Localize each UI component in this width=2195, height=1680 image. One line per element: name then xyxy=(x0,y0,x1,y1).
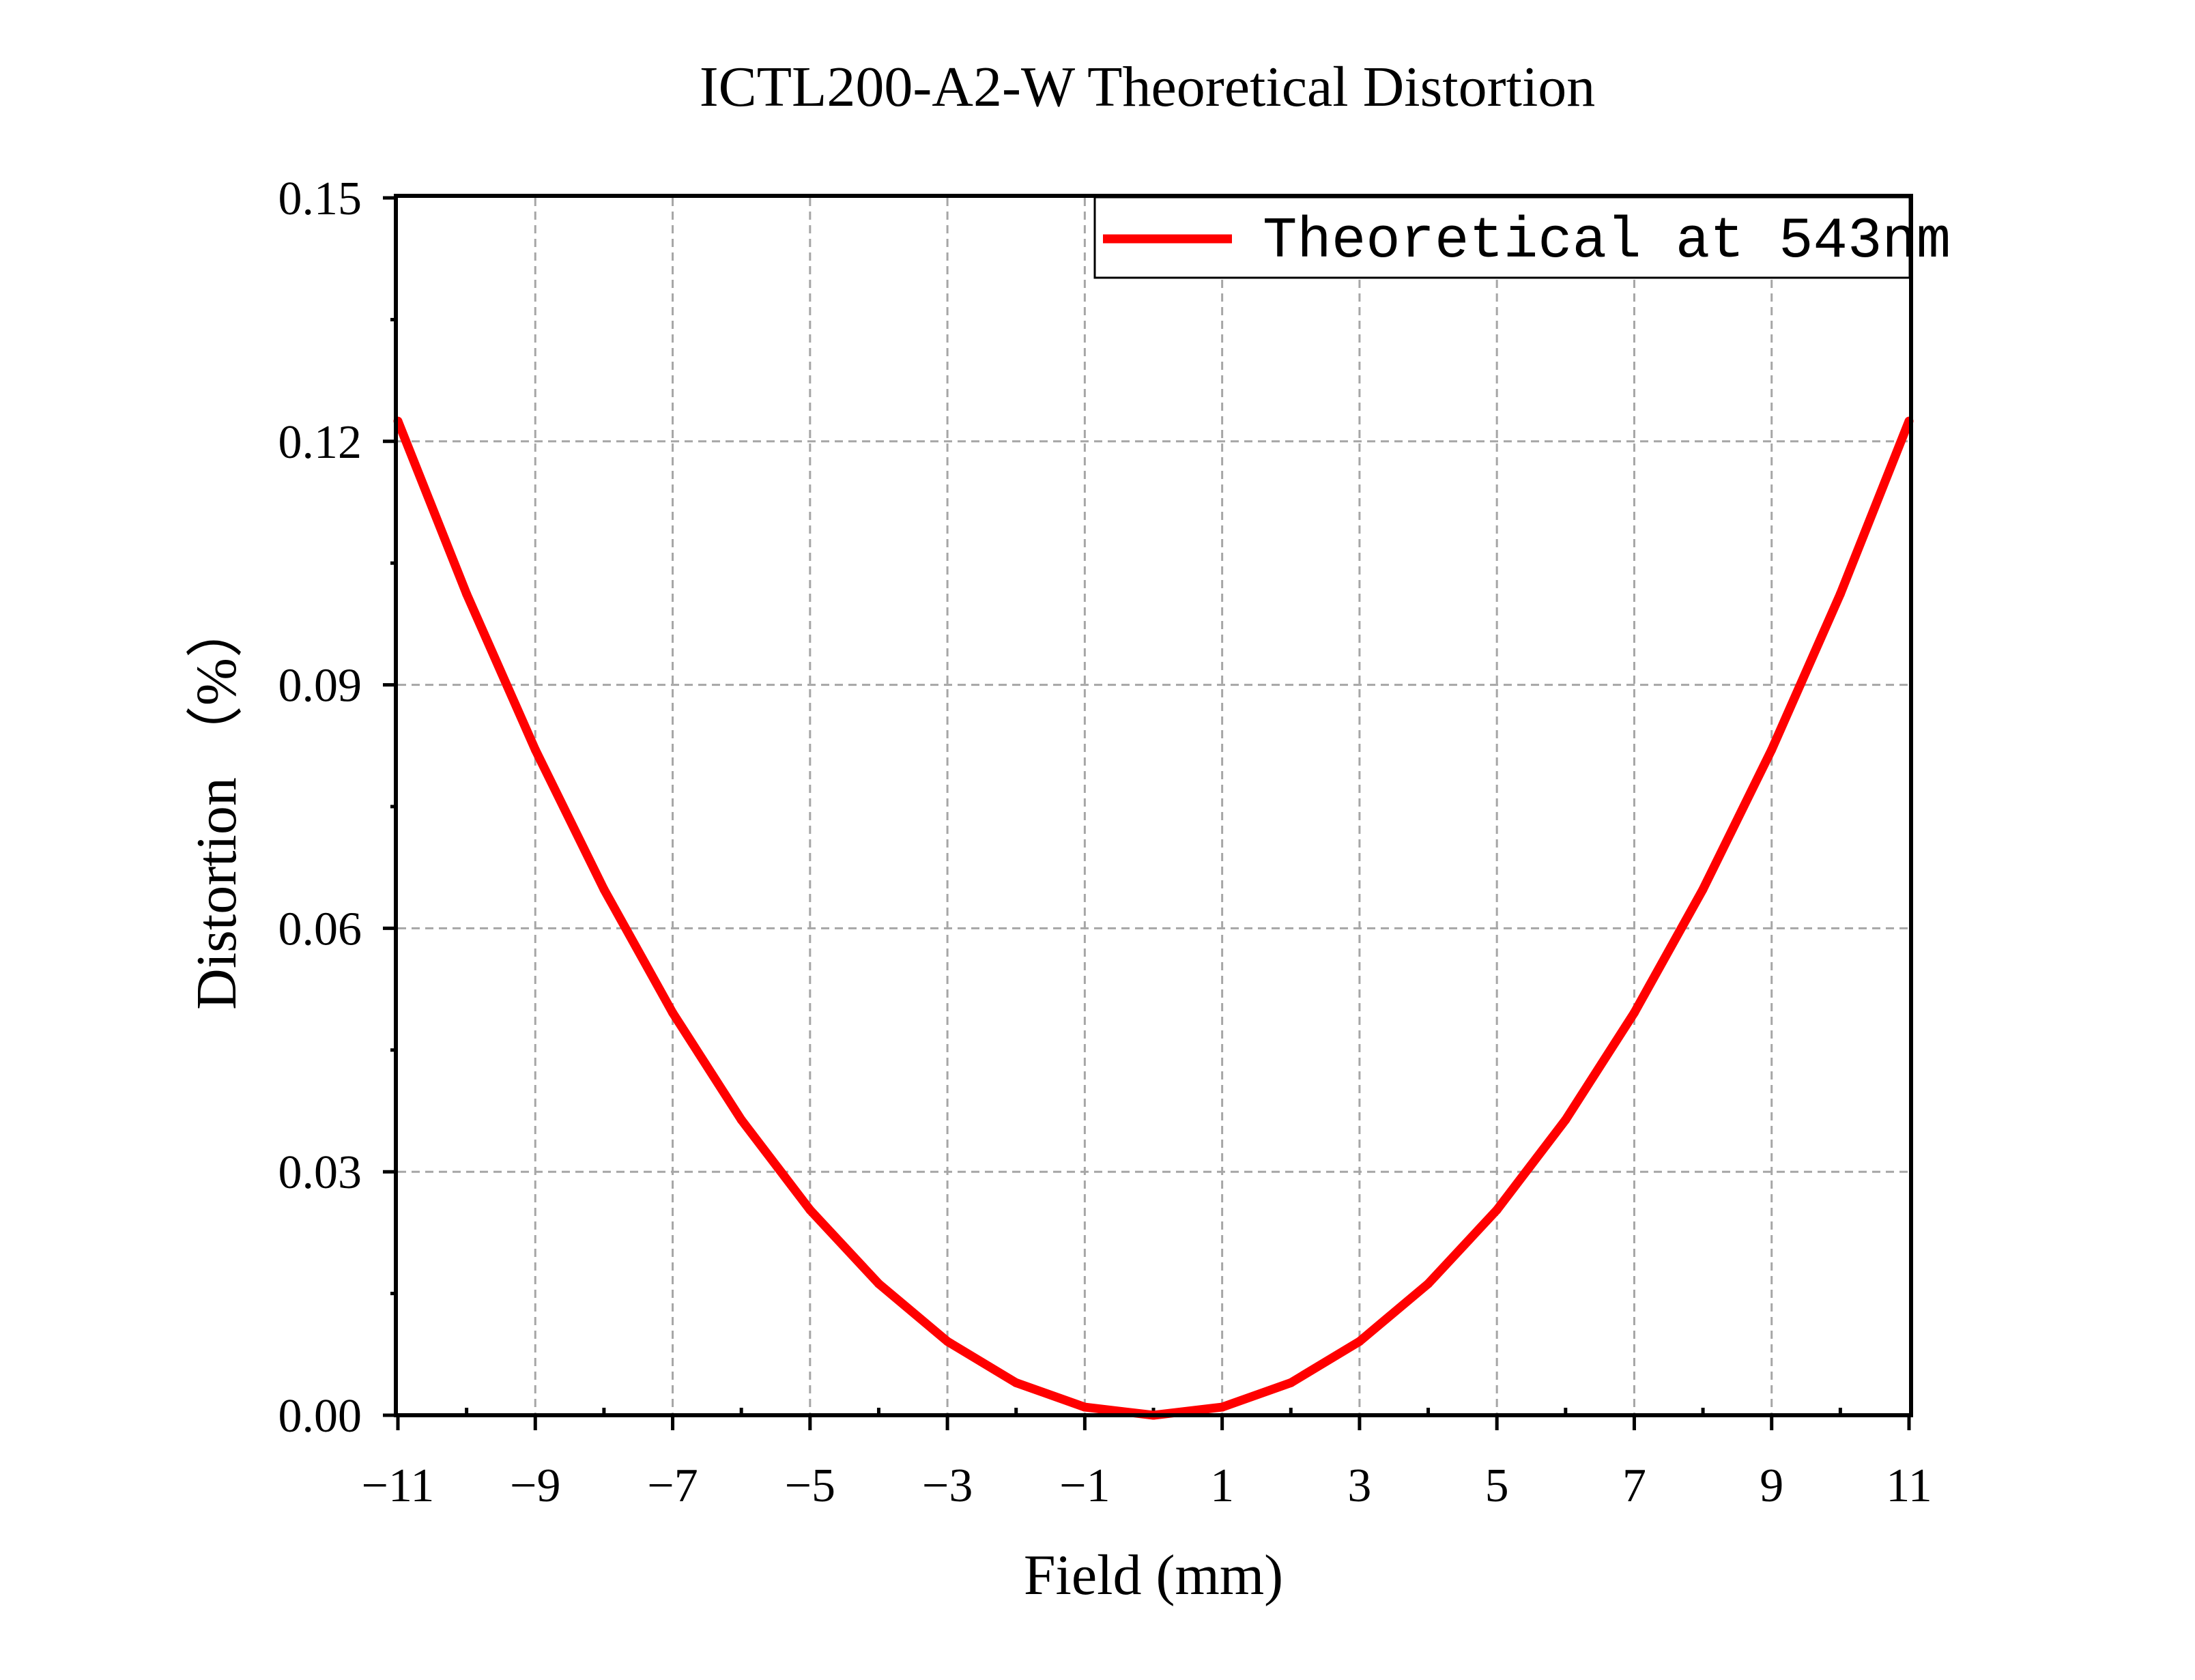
y-tick-label: 0.03 xyxy=(278,1146,362,1199)
data-point xyxy=(462,589,472,598)
y-tick-label: 0.12 xyxy=(278,416,362,469)
x-tick-label: 1 xyxy=(1210,1460,1234,1512)
grid xyxy=(398,198,1909,1415)
legend-box xyxy=(1093,196,1911,279)
y-tick-label: 0.09 xyxy=(278,660,362,712)
data-point xyxy=(805,1205,815,1215)
legend-label: Theoretical at 543nm xyxy=(1263,209,1951,274)
legend: Theoretical at 543nm xyxy=(1093,196,1951,279)
data-point xyxy=(1630,1008,1639,1017)
data-point xyxy=(1492,1205,1502,1215)
x-tick-label: −3 xyxy=(922,1460,973,1512)
data-point xyxy=(1286,1378,1295,1387)
x-tick-label: 5 xyxy=(1485,1460,1509,1512)
data-point xyxy=(530,745,540,755)
data-point xyxy=(1080,1402,1089,1412)
plot-frame xyxy=(394,194,1913,1417)
x-tick-label: −7 xyxy=(647,1460,698,1512)
data-point xyxy=(668,1008,677,1017)
y-tick-labels: 0.00 0.03 0.06 0.09 0.12 0.15 xyxy=(278,173,362,1443)
x-tick-label: −5 xyxy=(785,1460,835,1512)
x-tick-label: −11 xyxy=(362,1460,435,1512)
x-tick-label: 7 xyxy=(1622,1460,1646,1512)
data-point xyxy=(943,1337,952,1346)
x-tick-label: 11 xyxy=(1886,1460,1932,1512)
data-point xyxy=(874,1279,883,1288)
y-tick-label: 0.15 xyxy=(278,173,362,225)
data-point xyxy=(1012,1378,1021,1387)
y-tick-label: 0.00 xyxy=(278,1390,362,1443)
data-point xyxy=(1218,1402,1227,1412)
y-tick-label: 0.06 xyxy=(278,903,362,955)
data-point xyxy=(599,884,609,894)
x-tick-labels: −11 −9 −7 −5 −3 −1 1 3 5 7 9 11 xyxy=(362,1460,1932,1512)
x-tick-label: 3 xyxy=(1347,1460,1371,1512)
y-axis-label: Distortion （%） xyxy=(185,600,248,1010)
data-point xyxy=(1698,884,1708,894)
data-point xyxy=(1767,745,1777,755)
x-tick-label: −9 xyxy=(510,1460,560,1512)
data-point xyxy=(1424,1279,1433,1288)
data-point xyxy=(1561,1115,1570,1125)
chart-title: ICTL200-A2-W Theoretical Distortion xyxy=(700,55,1596,119)
data-point xyxy=(1355,1337,1364,1346)
x-axis-label: Field (mm) xyxy=(1024,1544,1283,1607)
x-tick-label: −1 xyxy=(1059,1460,1110,1512)
data-point xyxy=(736,1115,746,1125)
x-tick-label: 9 xyxy=(1760,1460,1783,1512)
data-point xyxy=(1835,589,1845,598)
